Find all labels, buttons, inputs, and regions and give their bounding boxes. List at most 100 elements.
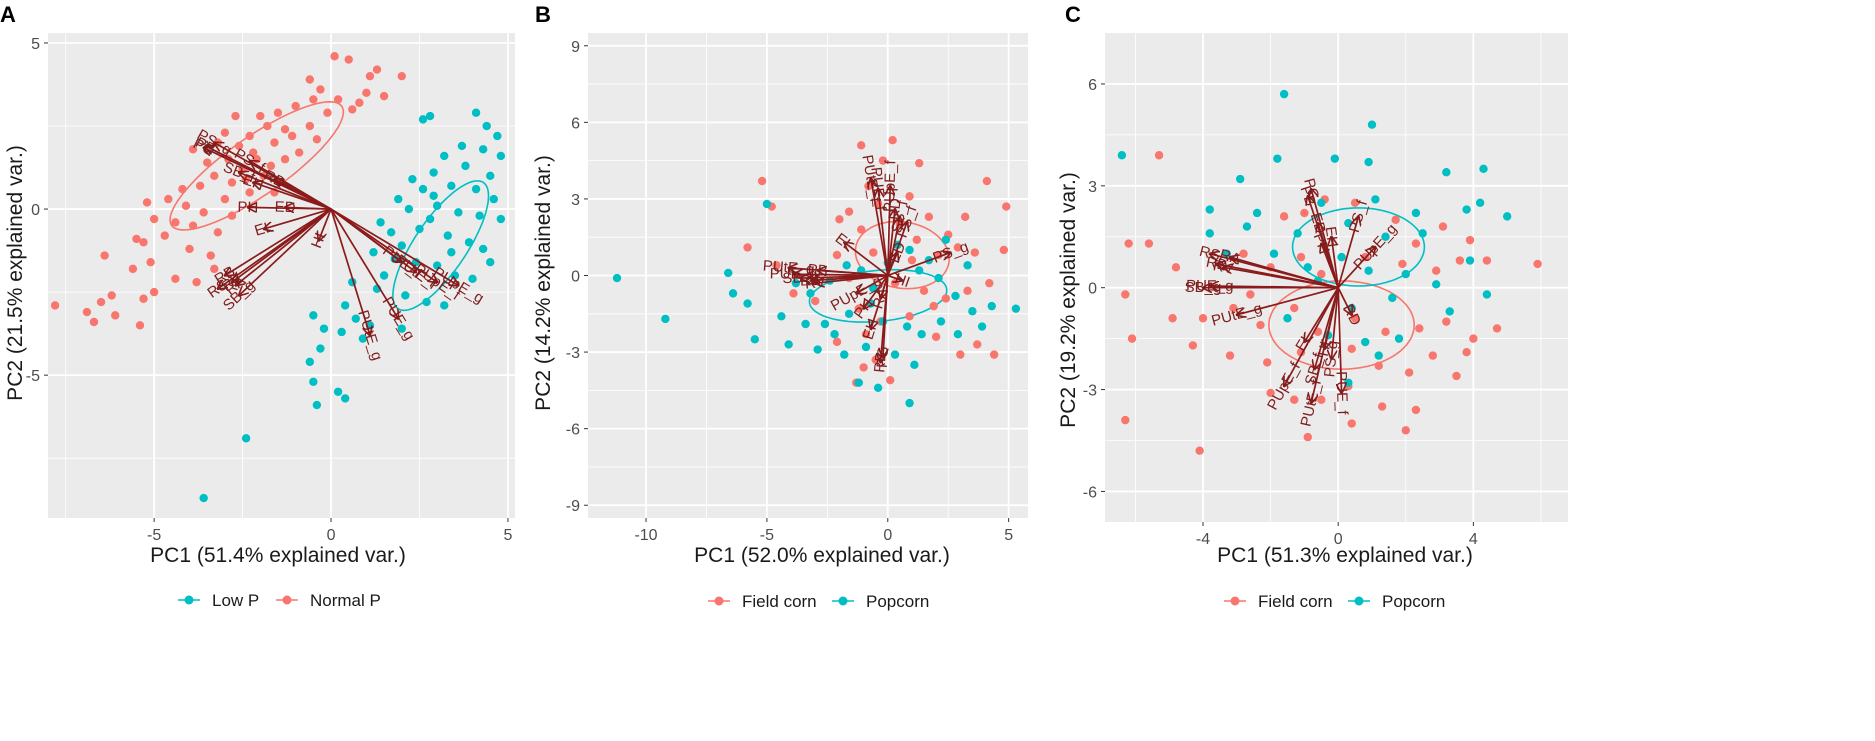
data-point [854,378,863,387]
data-point [936,317,946,326]
vector-label: SB_f [888,198,911,234]
data-point [878,156,888,165]
data-point [1418,229,1427,238]
loading-vector [330,208,437,282]
data-point [1502,212,1512,221]
data-point [888,136,897,145]
loading-vector [1284,287,1339,386]
data-point [408,174,417,184]
data-point [1225,351,1235,360]
data-point [1293,229,1302,238]
data-point [1344,218,1353,228]
data-point [1124,239,1133,248]
data-point [185,244,194,254]
data-point [171,274,180,284]
data-point [376,218,385,227]
data-point [1533,259,1542,269]
data-point [953,330,963,339]
x-tick-label: -5 [760,527,774,544]
vector-label: PUE_g [1186,277,1234,295]
panel-c: C PGPBEDEHPHPS_fPUpE_gRSRARBRVPUE_gSB_gP… [1057,2,1568,611]
data-point [1263,358,1272,367]
data-point [832,250,842,260]
data-point [915,266,924,275]
data-point [227,211,237,220]
loading-vector [236,208,332,285]
data-point [762,199,772,209]
data-point [987,301,996,311]
vector-label: PG [874,346,892,369]
data-point [188,221,198,230]
panel-c-y-axis-title: PC2 (19.2% explained var.) [1057,172,1080,428]
data-point [164,194,173,204]
data-point [468,274,477,284]
panel-c-legend: Field corn Popcorn [1224,592,1445,611]
data-point [861,330,871,339]
data-point [1002,202,1011,211]
vector-label: PUE_f [1332,371,1350,416]
vector-label: PH [1310,231,1333,257]
data-point [784,340,793,349]
data-point [844,309,854,318]
data-point [924,212,934,221]
legend-key-point [282,595,292,605]
panel-b-x-axis-title: PC1 (52.0% explained var.) [694,544,950,567]
vector-label: RB [1205,254,1229,275]
data-point [82,307,92,317]
data-point [1482,256,1492,265]
data-point [1367,120,1377,129]
data-point [1442,317,1451,326]
data-point [287,131,297,141]
data-point [612,273,622,283]
data-point [1296,252,1306,262]
data-point [929,301,938,311]
data-point [856,225,866,234]
vector-label: RV [1212,257,1235,277]
data-point [1290,303,1299,313]
loading-vector [330,208,398,319]
data-point [869,284,878,293]
y-tick-label: 0 [571,269,580,286]
y-tick-label: 0 [1088,281,1097,298]
y-tick-label: 6 [1088,77,1097,94]
data-point [728,289,738,298]
data-point [1330,154,1340,163]
data-point [1452,371,1461,381]
data-point [999,245,1009,255]
vector-label: PS_g [1321,340,1341,378]
data-point [227,178,237,187]
data-point [1404,368,1414,377]
data-point [355,98,364,107]
data-point [1350,198,1360,207]
data-point [931,332,941,341]
data-point [369,248,378,257]
data-point [905,192,914,201]
data-point [861,342,871,352]
data-point [1482,290,1492,299]
y-tick-label: 3 [571,192,580,209]
data-point [256,111,265,121]
vector-label: RS [1198,243,1222,265]
data-point [885,375,895,385]
data-point [960,212,970,221]
data-point [813,345,822,354]
vector-label: SB_g [1185,279,1222,296]
data-point [309,311,318,320]
confidence-ellipse [169,100,345,231]
vector-label: SB_g [782,269,819,287]
loading-vector [330,208,370,335]
loading-vector [886,217,900,276]
data-point [1121,415,1130,425]
data-point [100,251,109,260]
data-point [397,324,406,333]
data-point [1269,249,1279,258]
data-point [1127,334,1137,343]
data-point [206,251,215,260]
data-point [471,184,481,194]
vector-label: PG [1300,176,1322,201]
data-point [486,171,495,181]
data-point [139,294,148,303]
data-point [1205,229,1214,238]
data-point [478,244,488,254]
y-tick-label: 0 [31,202,40,219]
